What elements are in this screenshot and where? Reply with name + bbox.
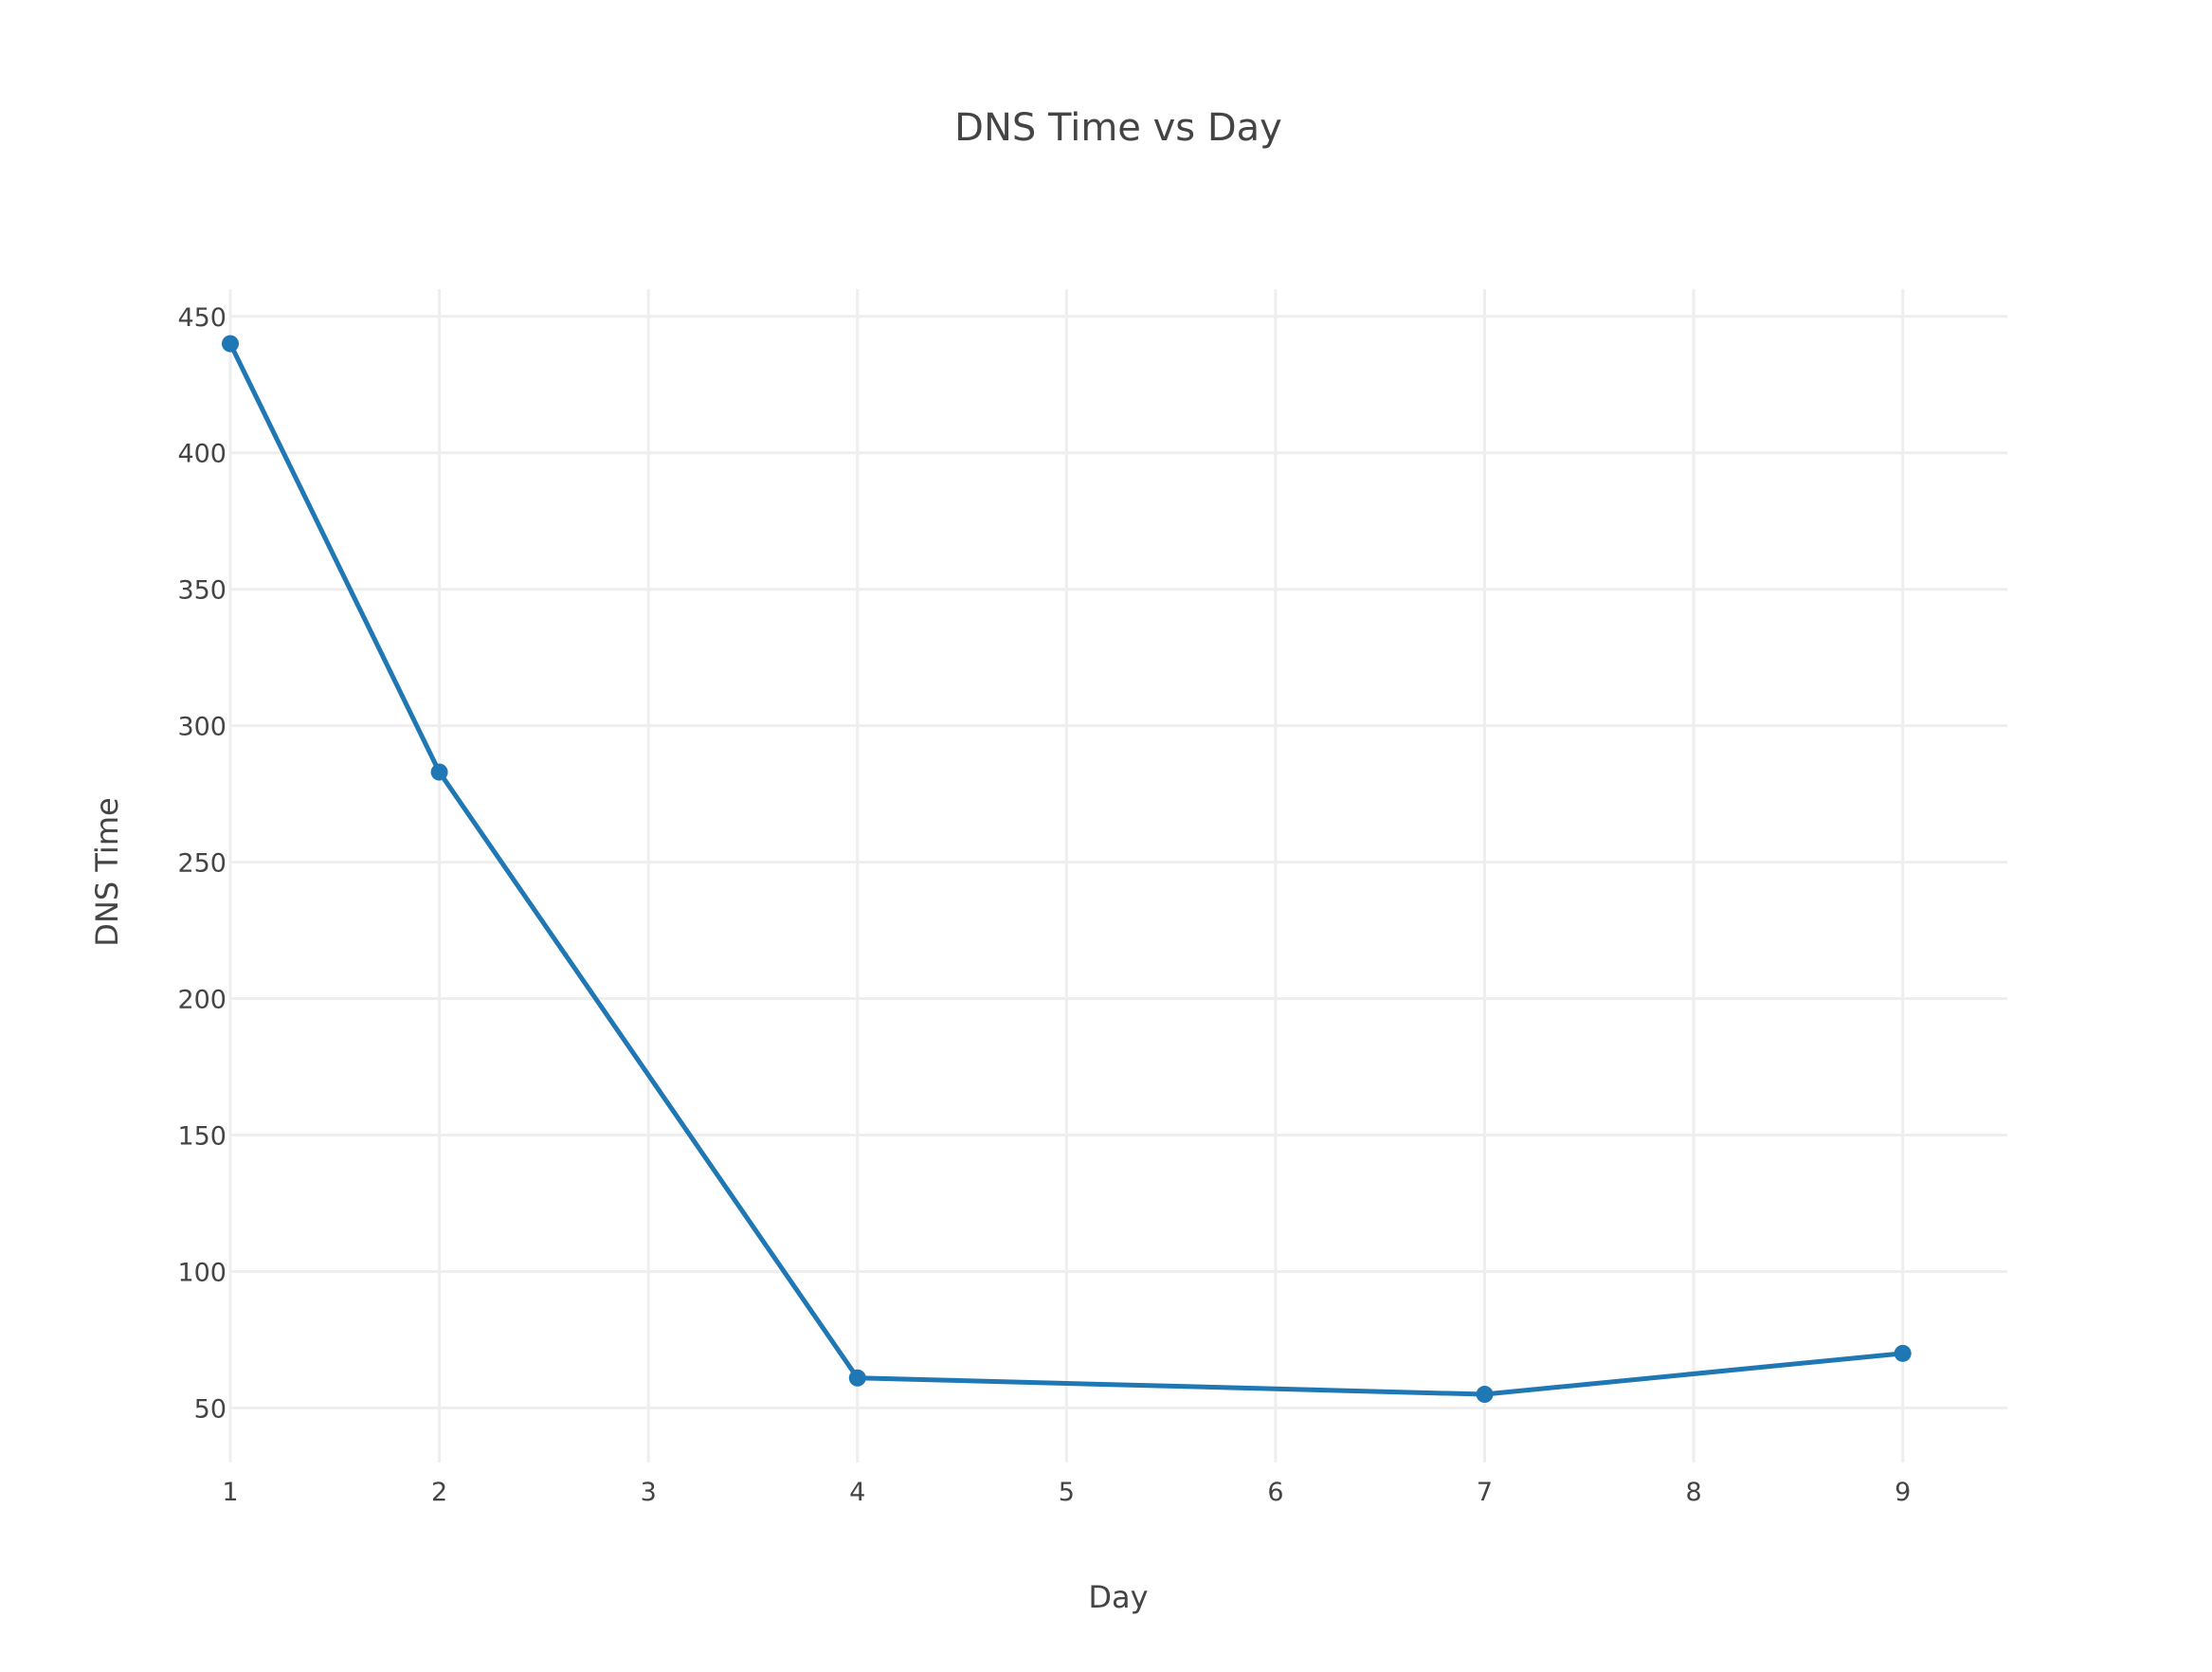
y-tick-label: 200 (177, 986, 227, 1015)
y-tick-label: 100 (177, 1258, 227, 1287)
x-tick-label: 4 (849, 1478, 865, 1507)
data-point[interactable] (222, 335, 239, 353)
x-tick-label: 1 (222, 1478, 238, 1507)
data-point[interactable] (430, 763, 448, 781)
y-tick-label: 400 (177, 440, 227, 469)
x-tick-label: 3 (641, 1478, 657, 1507)
data-point[interactable] (1476, 1386, 1494, 1404)
x-tick-label: 6 (1267, 1478, 1283, 1507)
x-tick-label: 7 (1477, 1478, 1493, 1507)
series-layer (222, 335, 1912, 1404)
x-tick-label: 5 (1059, 1478, 1075, 1507)
y-axis-title: DNS Time (89, 797, 125, 946)
x-tick-label: 9 (1895, 1478, 1911, 1507)
y-tick-label: 150 (177, 1122, 227, 1152)
y-tick-label: 350 (177, 576, 227, 606)
chart-title: DNS Time vs Day (954, 106, 1282, 150)
y-tick-label: 50 (194, 1394, 227, 1424)
x-axis-title: Day (1088, 1579, 1148, 1615)
gridlines (228, 289, 2007, 1463)
data-point[interactable] (1894, 1344, 1912, 1362)
y-tick-label: 450 (177, 303, 227, 333)
x-tick-label: 2 (431, 1478, 447, 1507)
x-tick-label: 8 (1686, 1478, 1702, 1507)
y-tick-label: 250 (177, 849, 227, 879)
tick-labels: 1 2 3 4 5 6 7 8 9 50 100 150 200 250 300 350 400 450 (177, 303, 1911, 1507)
data-point[interactable] (848, 1369, 866, 1387)
y-tick-label: 300 (177, 713, 227, 742)
